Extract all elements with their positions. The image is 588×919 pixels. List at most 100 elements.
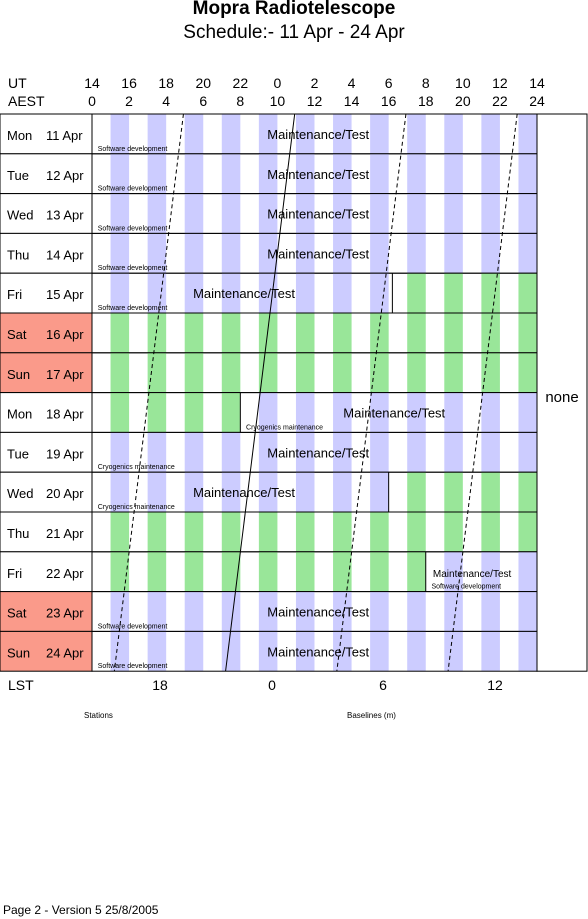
- schedule-stripe: [370, 193, 389, 234]
- schedule-stripe: [295, 114, 315, 154]
- ut-tick-label: 18: [158, 75, 174, 91]
- segment-label: Maintenance/Test: [267, 605, 369, 620]
- ut-tick-label: 4: [348, 75, 356, 91]
- schedule-stripe: [407, 512, 426, 552]
- day-date: 23 Apr: [46, 606, 84, 621]
- schedule-stripe: [295, 472, 315, 512]
- aest-tick-label: 2: [125, 93, 133, 109]
- ut-tick-label: 0: [274, 75, 282, 91]
- schedule-stripe: [481, 313, 500, 353]
- aest-tick-label: 16: [381, 93, 397, 109]
- lst-axis-label: LST: [8, 677, 34, 693]
- schedule-stripe: [184, 352, 204, 393]
- schedule-stripe: [444, 512, 463, 552]
- aest-tick-label: 12: [307, 93, 323, 109]
- schedule-stripe: [333, 313, 352, 353]
- schedule-stripe: [258, 472, 278, 512]
- row-note: Cryogenics maintenance: [98, 464, 175, 471]
- aest-tick-label: 8: [236, 93, 244, 109]
- schedule-stripe: [295, 233, 315, 274]
- segment-label: Maintenance/Test: [267, 644, 369, 659]
- schedule-stripe: [333, 472, 352, 512]
- day-cell: [0, 312, 93, 354]
- schedule-stripe: [518, 153, 537, 194]
- ut-axis-label: UT: [8, 75, 27, 91]
- schedule-stripe: [221, 352, 241, 393]
- page-footer: Page 2 - Version 5 25/8/2005: [3, 903, 159, 917]
- segment-label: Maintenance/Test: [267, 246, 369, 261]
- schedule-stripe: [481, 512, 500, 552]
- schedule-stripe: [221, 392, 241, 433]
- ut-tick-label: 22: [233, 75, 249, 91]
- day-cell: [0, 471, 93, 513]
- day-date: 18 Apr: [46, 407, 84, 422]
- schedule-stripe: [258, 114, 278, 154]
- schedule-stripe: [444, 551, 463, 592]
- schedule-stripe: [295, 631, 315, 672]
- schedule-stripe: [147, 114, 167, 154]
- schedule-stripe: [258, 352, 278, 393]
- schedule-stripe: [258, 432, 278, 473]
- row-note: Software development: [98, 186, 168, 193]
- schedule-stripe: [481, 631, 500, 672]
- row-note: Software development: [98, 663, 168, 670]
- schedule-stripe: [221, 512, 241, 552]
- schedule-stripe: [221, 551, 241, 592]
- schedule-stripe: [518, 631, 537, 672]
- schedule-stripe: [110, 193, 130, 234]
- schedule-stripe: [184, 591, 204, 632]
- schedule-stripe: [147, 313, 167, 353]
- day-date: 12 Apr: [46, 168, 84, 183]
- lst-line: [113, 113, 184, 672]
- row-note: Software development: [98, 225, 168, 232]
- schedule-stripe: [518, 472, 537, 512]
- lst-line: [336, 113, 407, 672]
- day-date: 21 Apr: [46, 526, 84, 541]
- page-title: Mopra Radiotelescope: [192, 0, 396, 19]
- schedule-stripe: [258, 153, 278, 194]
- aest-tick-label: 10: [270, 93, 286, 109]
- schedule-stripe: [258, 193, 278, 234]
- schedule-stripe: [295, 512, 315, 552]
- schedule-stripe: [258, 273, 278, 313]
- schedule-stripe: [184, 313, 204, 353]
- ut-tick-label: 14: [529, 75, 545, 91]
- schedule-stripe: [407, 392, 426, 433]
- schedule-stripe: [481, 273, 500, 313]
- schedule-stripe: [333, 153, 352, 194]
- schedule-stripe: [444, 114, 463, 154]
- schedule-stripe: [407, 591, 426, 632]
- schedule-stripe: [258, 631, 278, 672]
- row-note: Software development: [431, 584, 501, 591]
- schedule-stripe: [518, 512, 537, 552]
- day-date: 20 Apr: [46, 486, 84, 501]
- schedule-stripe: [444, 193, 463, 234]
- schedule-stripe: [333, 432, 352, 473]
- schedule-stripe: [407, 551, 426, 592]
- schedule-stripe: [110, 512, 130, 552]
- schedule-stripe: [110, 591, 130, 632]
- day-name: Sat: [7, 327, 27, 342]
- day-date: 22 Apr: [46, 566, 84, 581]
- schedule-stripe: [184, 193, 204, 234]
- day-cell: [0, 193, 93, 234]
- schedule-stripe: [110, 352, 130, 393]
- segment-label: Maintenance/Test: [193, 286, 295, 301]
- day-name: Sun: [7, 645, 30, 660]
- ut-tick-label: 2: [311, 75, 319, 91]
- schedule-stripe: [407, 193, 426, 234]
- day-date: 24 Apr: [46, 645, 84, 660]
- aest-tick-label: 4: [162, 93, 170, 109]
- segment-label: Maintenance/Test: [267, 127, 369, 142]
- schedule-stripe: [407, 631, 426, 672]
- schedule-stripe: [110, 233, 130, 274]
- row-note: Cryogenics maintenance: [246, 424, 323, 431]
- schedule-stripe: [295, 392, 315, 433]
- aest-tick-label: 6: [199, 93, 207, 109]
- schedule-stripe: [221, 631, 241, 672]
- schedule-stripe: [370, 551, 389, 592]
- schedule-stripe: [110, 432, 130, 473]
- schedule-stripe: [221, 193, 241, 234]
- ut-tick-label: 12: [492, 75, 508, 91]
- schedule-stripe: [221, 114, 241, 154]
